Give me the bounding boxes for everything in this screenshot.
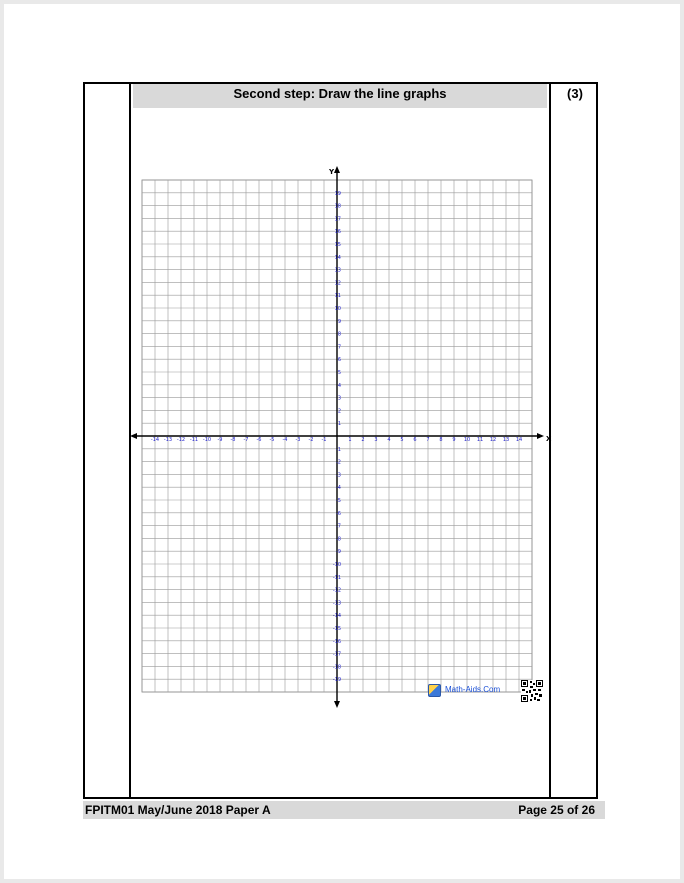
y-tick-label: -17 <box>333 652 341 658</box>
x-tick-label: 6 <box>413 437 416 443</box>
y-tick-label: -3 <box>336 472 341 478</box>
y-tick-label: -8 <box>336 536 341 542</box>
y-tick-label: 2 <box>338 408 341 414</box>
marks-column-divider <box>549 82 551 799</box>
x-tick-label: -8 <box>231 437 236 443</box>
x-tick-label: 7 <box>426 437 429 443</box>
x-tick-label: -4 <box>283 437 288 443</box>
qr-code-icon <box>521 680 543 702</box>
y-tick-label: -11 <box>333 575 341 581</box>
x-tick-label: -9 <box>218 437 223 443</box>
x-tick-label: -13 <box>164 437 172 443</box>
y-tick-label: -5 <box>336 498 341 504</box>
x-tick-label: -10 <box>203 437 211 443</box>
y-tick-label: 16 <box>335 229 341 235</box>
y-axis-label: Y <box>328 168 335 176</box>
x-tick-label: 14 <box>516 437 522 443</box>
y-tick-label: 18 <box>335 204 341 210</box>
x-tick-label: -2 <box>309 437 314 443</box>
x-tick-label: -5 <box>270 437 275 443</box>
y-tick-label: 11 <box>335 293 341 299</box>
y-tick-label: 9 <box>338 319 341 325</box>
y-tick-label: -7 <box>336 524 341 530</box>
paper-reference: FPITM01 May/June 2018 Paper A <box>85 803 271 817</box>
x-tick-label: -3 <box>296 437 301 443</box>
x-tick-label: 3 <box>374 437 377 443</box>
y-tick-label: 8 <box>338 332 341 338</box>
math-aids-branding: Math-Aids.Com <box>428 683 518 699</box>
y-tick-label: -19 <box>333 677 341 683</box>
y-tick-label: 4 <box>338 383 341 389</box>
question-frame <box>83 82 598 799</box>
y-tick-label: -13 <box>333 600 341 606</box>
x-tick-label: -12 <box>177 437 185 443</box>
x-tick-label: 11 <box>477 437 483 443</box>
x-tick-label: -7 <box>244 437 249 443</box>
x-tick-label: 12 <box>490 437 496 443</box>
x-tick-label: 8 <box>439 437 442 443</box>
x-tick-label: 9 <box>452 437 455 443</box>
y-tick-label: 5 <box>338 370 341 376</box>
y-tick-label: 10 <box>335 306 341 312</box>
y-tick-label: -15 <box>333 626 341 632</box>
y-tick-label: -4 <box>336 485 341 491</box>
x-tick-label: 10 <box>464 437 470 443</box>
x-tick-label: 2 <box>361 437 364 443</box>
y-tick-label: -16 <box>333 639 341 645</box>
x-tick-label: -14 <box>151 437 159 443</box>
x-tick-label: -6 <box>257 437 262 443</box>
x-tick-label: 5 <box>400 437 403 443</box>
y-axis-arrow-down <box>334 701 340 708</box>
y-tick-label: 17 <box>335 216 341 222</box>
y-tick-label: -12 <box>333 588 341 594</box>
y-tick-label: -14 <box>333 613 341 619</box>
x-tick-label: 13 <box>503 437 509 443</box>
page-number: Page 25 of 26 <box>518 803 595 817</box>
x-axis-arrow-right <box>537 433 544 439</box>
x-axis-arrow-left <box>130 433 137 439</box>
y-tick-label: -9 <box>336 549 341 555</box>
y-tick-label: 6 <box>338 357 341 363</box>
math-aids-logo-icon <box>428 684 441 697</box>
section-title: Second step: Draw the line graphs <box>133 84 547 108</box>
y-tick-label: 13 <box>335 268 341 274</box>
y-tick-label: 3 <box>338 396 341 402</box>
y-tick-label: -6 <box>336 511 341 517</box>
y-tick-label: 7 <box>338 344 341 350</box>
math-aids-text: Math-Aids.Com <box>445 685 501 694</box>
y-tick-label: -1 <box>336 447 341 453</box>
marks-allocation: (3) <box>567 86 583 101</box>
y-tick-label: 12 <box>335 280 341 286</box>
x-tick-label: 1 <box>348 437 351 443</box>
x-tick-label: 4 <box>387 437 390 443</box>
y-tick-label: 1 <box>338 421 341 427</box>
left-margin-divider <box>129 82 131 799</box>
y-axis-arrow-up <box>334 166 340 173</box>
y-tick-label: -2 <box>336 460 341 466</box>
page-footer: FPITM01 May/June 2018 Paper A Page 25 of… <box>83 801 605 819</box>
y-tick-label: 14 <box>335 255 341 261</box>
y-tick-label: 19 <box>335 191 341 197</box>
y-tick-label: -18 <box>333 664 341 670</box>
x-tick-label: -1 <box>322 437 327 443</box>
y-tick-label: -10 <box>333 562 341 568</box>
y-tick-label: 15 <box>335 242 341 248</box>
x-axis-label: X <box>546 435 552 443</box>
x-tick-label: -11 <box>190 437 198 443</box>
